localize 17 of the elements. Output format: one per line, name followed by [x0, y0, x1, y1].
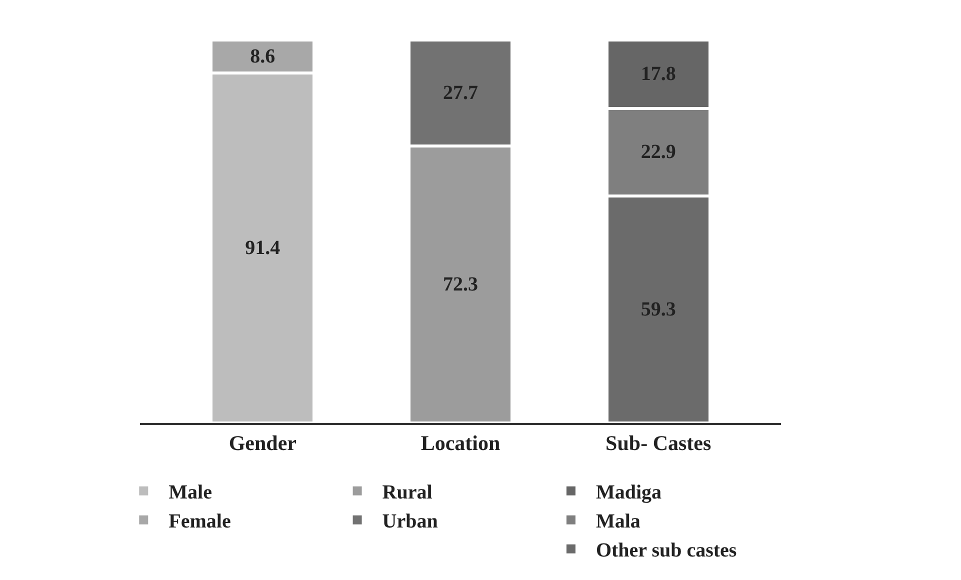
legend-label: Urban	[382, 510, 438, 533]
data-label: 72.3	[443, 274, 478, 296]
legend-label: Male	[168, 482, 212, 504]
data-label: 17.8	[640, 63, 676, 86]
data-label: 59.3	[640, 298, 676, 320]
legend-label: Mala	[596, 510, 640, 533]
x-tick-label: Gender	[228, 431, 296, 456]
legend-label: Female	[168, 510, 231, 533]
legend-label: Rural	[382, 482, 433, 504]
data-label: 8.6	[250, 46, 276, 68]
data-label: 91.4	[245, 237, 280, 260]
legend-label: Other sub castes	[596, 540, 737, 562]
data-label: 27.7	[443, 82, 478, 104]
x-tick-label: Location	[420, 431, 500, 456]
legend-label: Madiga	[596, 482, 662, 504]
data-label: 22.9	[640, 141, 676, 164]
x-tick-label: Sub- Castes	[606, 431, 712, 456]
